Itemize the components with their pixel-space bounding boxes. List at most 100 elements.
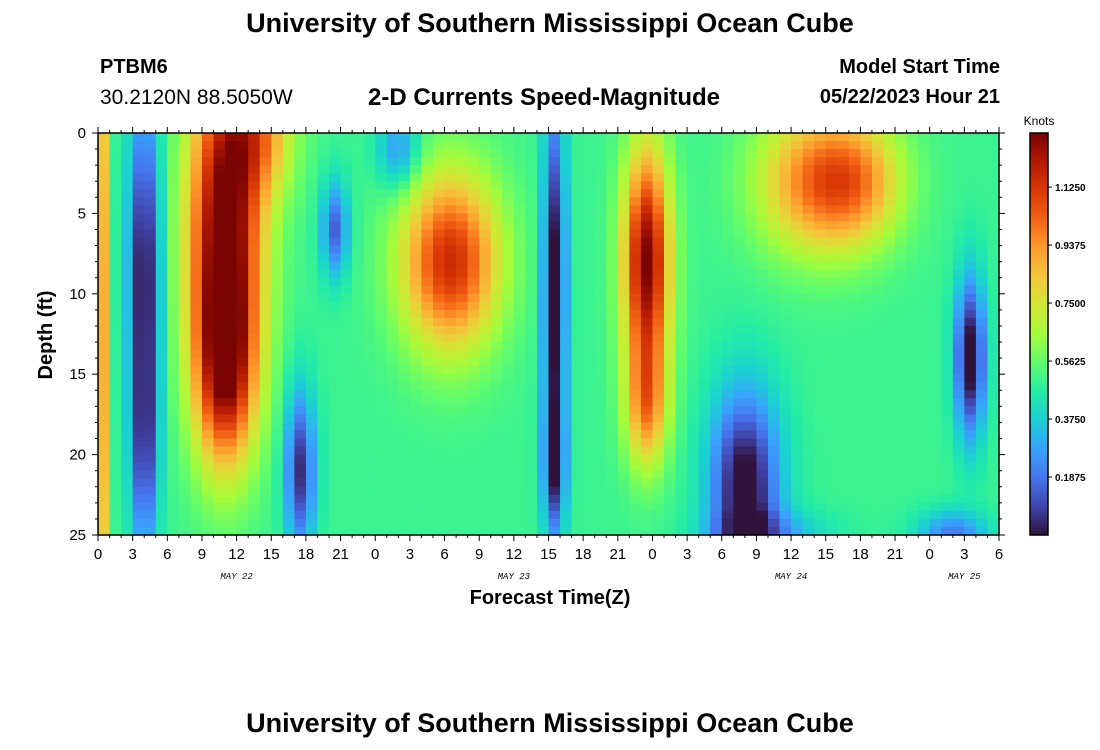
heatmap-cell <box>756 325 769 335</box>
heatmap-cell <box>201 446 215 456</box>
heatmap-cell <box>548 133 561 142</box>
heatmap-cell <box>398 189 411 198</box>
heatmap-cell <box>432 309 446 319</box>
heatmap-cell <box>906 285 919 295</box>
heatmap-cell <box>329 165 342 174</box>
heatmap-cell <box>848 398 861 407</box>
heatmap-cell <box>802 390 815 399</box>
heatmap-cell <box>767 317 781 327</box>
heatmap-cell <box>190 245 203 255</box>
heatmap-cell <box>687 342 700 351</box>
heatmap-cell <box>744 261 758 271</box>
heatmap-cell <box>317 189 330 198</box>
heatmap-cell <box>744 301 758 311</box>
heatmap-cell <box>432 462 446 472</box>
heatmap-cell <box>259 245 272 255</box>
heatmap-cell <box>871 213 885 223</box>
heatmap-cell <box>664 382 677 391</box>
heatmap-cell <box>456 165 469 174</box>
heatmap-cell <box>525 446 538 456</box>
heatmap-cell <box>121 133 134 142</box>
heatmap-cell <box>664 317 677 327</box>
heatmap-cell <box>421 494 434 504</box>
heatmap-cell <box>848 317 861 327</box>
heatmap-cell <box>640 253 654 263</box>
heatmap-cell <box>583 133 596 142</box>
heatmap-cell <box>929 133 942 142</box>
heatmap-cell <box>444 446 457 456</box>
heatmap-cell <box>352 325 365 335</box>
x-tick-label: 12 <box>506 546 523 563</box>
heatmap-cell <box>883 309 896 319</box>
heatmap-cell <box>282 454 295 464</box>
heatmap-cell <box>814 141 827 150</box>
heatmap-cell <box>444 173 457 182</box>
heatmap-cell <box>929 342 942 351</box>
heatmap-cell <box>675 350 688 359</box>
heatmap-cell <box>190 430 203 440</box>
heatmap-cell <box>825 518 838 528</box>
heatmap-cell <box>155 301 168 311</box>
heatmap-cell <box>871 317 885 327</box>
heatmap-cell <box>975 245 989 255</box>
heatmap-cell <box>837 390 850 399</box>
heatmap-cell <box>502 446 515 456</box>
heatmap-cell <box>710 293 723 303</box>
heatmap-cell <box>444 494 457 504</box>
heatmap-cell <box>190 406 203 415</box>
heatmap-cell <box>652 342 665 351</box>
heatmap-cell <box>294 221 307 231</box>
heatmap-cell <box>259 438 272 448</box>
heatmap-cell <box>513 133 526 142</box>
heatmap-cell <box>190 486 203 496</box>
heatmap-cell <box>617 414 630 424</box>
heatmap-cell <box>571 181 584 190</box>
heatmap-cell <box>467 366 480 375</box>
heatmap-cell <box>421 245 434 255</box>
heatmap-cell <box>98 173 111 182</box>
heatmap-cell <box>409 486 423 496</box>
heatmap-cell <box>918 309 931 319</box>
heatmap-cell <box>213 157 226 166</box>
y-tick-label: 5 <box>78 205 86 222</box>
heatmap-cell <box>802 518 815 528</box>
heatmap-cell <box>975 173 989 182</box>
heatmap-cell <box>941 261 954 271</box>
heatmap-cell <box>629 398 642 407</box>
heatmap-cell <box>675 406 688 415</box>
heatmap-cell <box>109 366 122 375</box>
heatmap-cell <box>248 486 261 496</box>
heatmap-cell <box>167 189 180 198</box>
heatmap-cell <box>791 470 804 480</box>
heatmap-cell <box>617 398 630 407</box>
heatmap-cell <box>698 221 711 231</box>
heatmap-cell <box>721 309 734 319</box>
heatmap-cell <box>652 382 665 391</box>
heatmap-cell <box>167 277 180 287</box>
heatmap-cell <box>791 149 804 158</box>
heatmap-cell <box>398 317 411 327</box>
heatmap-cell <box>710 325 723 335</box>
heatmap-cell <box>282 277 295 287</box>
heatmap-cell <box>698 181 711 190</box>
heatmap-cell <box>456 374 469 383</box>
heatmap-cell <box>329 446 342 456</box>
heatmap-cell <box>779 141 792 150</box>
heatmap-cell <box>513 366 526 375</box>
heatmap-cell <box>895 293 908 303</box>
heatmap-cell <box>490 414 503 424</box>
heatmap-cell <box>375 382 388 391</box>
heatmap-cell <box>975 350 989 359</box>
heatmap-cell <box>814 181 827 190</box>
heatmap-cell <box>201 494 215 504</box>
heatmap-cell <box>871 398 885 407</box>
x-tick-label: 18 <box>852 546 869 563</box>
heatmap-cell <box>305 149 319 158</box>
heatmap-cell <box>109 406 122 415</box>
heatmap-cell <box>779 245 792 255</box>
heatmap-cell <box>883 213 896 223</box>
heatmap-cell <box>548 454 561 464</box>
heatmap-cell <box>652 149 665 158</box>
heatmap-cell <box>548 366 561 375</box>
heatmap-cell <box>178 141 192 150</box>
